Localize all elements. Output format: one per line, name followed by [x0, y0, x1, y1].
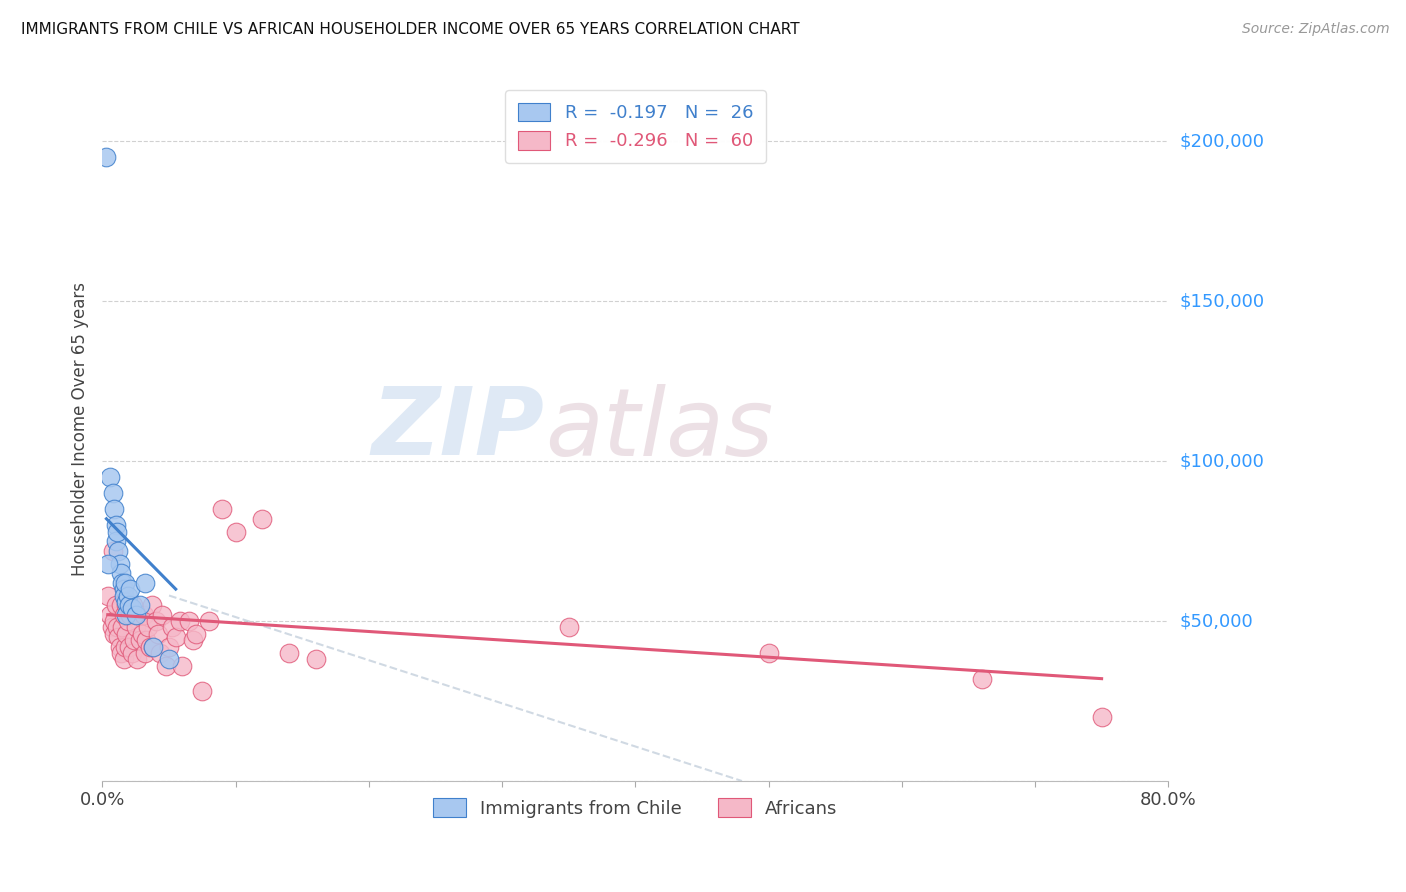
- Text: $100,000: $100,000: [1180, 452, 1264, 470]
- Point: [97, 589, 120, 603]
- Point: [112, 582, 135, 596]
- Point: [169, 614, 191, 628]
- Point: [125, 620, 148, 634]
- Point: [112, 589, 135, 603]
- Text: IMMIGRANTS FROM CHILE VS AFRICAN HOUSEHOLDER INCOME OVER 65 YEARS CORRELATION CH: IMMIGRANTS FROM CHILE VS AFRICAN HOUSEHO…: [21, 22, 800, 37]
- Point: [108, 640, 131, 654]
- Point: [121, 601, 143, 615]
- Point: [97, 557, 120, 571]
- Point: [110, 598, 132, 612]
- Point: [112, 652, 135, 666]
- Point: [136, 620, 159, 634]
- Point: [142, 640, 165, 654]
- Point: [252, 512, 274, 526]
- Point: [134, 575, 156, 590]
- Point: [101, 543, 124, 558]
- Point: [120, 582, 142, 596]
- Point: [101, 486, 124, 500]
- Point: [100, 470, 122, 484]
- Point: [131, 627, 153, 641]
- Point: [149, 646, 172, 660]
- Point: [125, 652, 148, 666]
- Legend: Immigrants from Chile, Africans: Immigrants from Chile, Africans: [426, 791, 845, 825]
- Point: [191, 684, 214, 698]
- Point: [107, 543, 129, 558]
- Point: [141, 598, 163, 612]
- Text: ZIP: ZIP: [371, 384, 544, 475]
- Point: [157, 652, 180, 666]
- Point: [142, 640, 165, 654]
- Point: [172, 658, 194, 673]
- Point: [96, 150, 118, 164]
- Text: $50,000: $50,000: [1180, 612, 1253, 630]
- Point: [110, 646, 132, 660]
- Text: $150,000: $150,000: [1180, 293, 1264, 310]
- Point: [124, 633, 146, 648]
- Point: [278, 646, 301, 660]
- Point: [557, 620, 579, 634]
- Point: [118, 640, 141, 654]
- Point: [121, 646, 143, 660]
- Point: [165, 630, 187, 644]
- Point: [118, 598, 141, 612]
- Point: [304, 652, 326, 666]
- Point: [148, 627, 170, 641]
- Text: $200,000: $200,000: [1180, 132, 1264, 151]
- Point: [104, 598, 127, 612]
- Point: [103, 502, 125, 516]
- Point: [758, 646, 780, 660]
- Point: [114, 640, 136, 654]
- Point: [104, 518, 127, 533]
- Point: [111, 575, 134, 590]
- Point: [114, 575, 136, 590]
- Text: atlas: atlas: [544, 384, 773, 475]
- Point: [110, 566, 132, 581]
- Point: [111, 620, 134, 634]
- Point: [181, 633, 204, 648]
- Point: [1091, 710, 1114, 724]
- Point: [970, 672, 993, 686]
- Point: [157, 640, 180, 654]
- Point: [115, 607, 138, 622]
- Point: [115, 598, 138, 612]
- Text: Source: ZipAtlas.com: Source: ZipAtlas.com: [1241, 22, 1389, 37]
- Point: [112, 607, 135, 622]
- Point: [107, 630, 129, 644]
- Point: [139, 640, 162, 654]
- Point: [198, 614, 221, 628]
- Point: [145, 614, 167, 628]
- Point: [160, 620, 183, 634]
- Point: [225, 524, 247, 539]
- Point: [211, 502, 233, 516]
- Point: [105, 620, 128, 634]
- Point: [104, 534, 127, 549]
- Point: [134, 646, 156, 660]
- Point: [128, 633, 150, 648]
- Point: [100, 620, 122, 634]
- Point: [103, 627, 125, 641]
- Point: [177, 614, 200, 628]
- Point: [150, 607, 173, 622]
- Point: [115, 595, 138, 609]
- Point: [127, 607, 149, 622]
- Point: [117, 589, 139, 603]
- Y-axis label: Householder Income Over 65 years: Householder Income Over 65 years: [72, 282, 89, 576]
- Point: [103, 614, 125, 628]
- Point: [120, 607, 142, 622]
- Point: [100, 607, 122, 622]
- Point: [117, 614, 139, 628]
- Point: [184, 627, 207, 641]
- Point: [155, 658, 177, 673]
- Point: [105, 524, 128, 539]
- Point: [125, 607, 148, 622]
- Point: [128, 598, 150, 612]
- Point: [115, 627, 138, 641]
- Point: [122, 598, 145, 612]
- Point: [135, 633, 157, 648]
- Point: [108, 557, 131, 571]
- Point: [132, 607, 155, 622]
